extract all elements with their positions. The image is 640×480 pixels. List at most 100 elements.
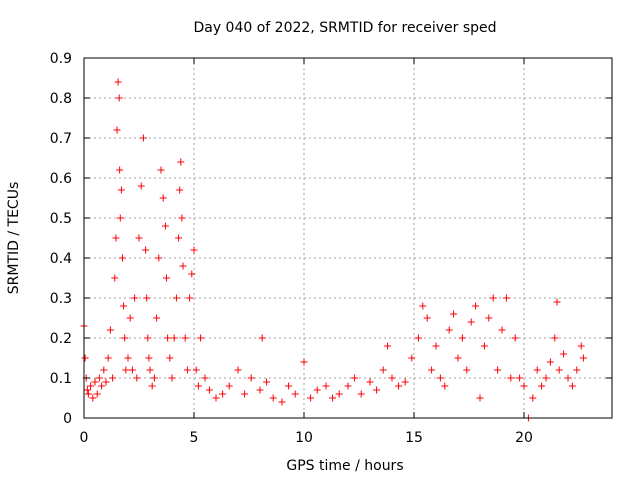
- data-point: [472, 302, 480, 310]
- data-point: [122, 366, 130, 374]
- data-point: [480, 342, 488, 350]
- data-point: [269, 394, 277, 402]
- data-point: [241, 390, 249, 398]
- data-marks: [80, 78, 587, 422]
- x-tick-label: 0: [80, 430, 89, 446]
- data-point: [179, 262, 187, 270]
- y-tick-label: 0.9: [50, 51, 72, 67]
- data-point: [139, 134, 147, 142]
- data-point: [285, 382, 293, 390]
- data-point: [419, 302, 427, 310]
- data-point: [516, 374, 524, 382]
- data-point: [175, 234, 183, 242]
- data-point: [178, 214, 186, 222]
- data-point: [112, 234, 120, 242]
- data-point: [408, 354, 416, 362]
- data-point: [373, 386, 381, 394]
- data-point: [131, 294, 139, 302]
- data-point: [351, 374, 359, 382]
- data-point: [498, 326, 506, 334]
- data-point: [150, 374, 158, 382]
- data-point: [329, 394, 337, 402]
- data-point: [313, 386, 321, 394]
- data-point: [507, 374, 515, 382]
- data-point: [181, 334, 189, 342]
- data-point: [219, 390, 227, 398]
- data-point: [109, 374, 117, 382]
- data-point: [128, 366, 136, 374]
- data-point: [344, 382, 352, 390]
- data-point: [116, 166, 124, 174]
- data-point: [428, 366, 436, 374]
- data-point: [511, 334, 519, 342]
- data-point: [172, 294, 180, 302]
- x-tick-label: 15: [405, 430, 423, 446]
- data-point: [542, 374, 550, 382]
- data-point: [322, 382, 330, 390]
- data-point: [573, 366, 581, 374]
- data-point: [91, 378, 99, 386]
- data-point: [291, 390, 299, 398]
- data-point: [278, 398, 286, 406]
- data-point: [502, 294, 510, 302]
- data-point: [153, 314, 161, 322]
- data-point: [553, 298, 561, 306]
- data-point: [520, 382, 528, 390]
- data-point: [476, 394, 484, 402]
- data-point: [225, 382, 233, 390]
- x-tick-label: 10: [295, 430, 313, 446]
- data-point: [463, 366, 471, 374]
- data-point: [120, 302, 128, 310]
- data-point: [84, 390, 92, 398]
- data-point: [192, 366, 200, 374]
- data-point: [111, 274, 119, 282]
- data-point: [564, 374, 572, 382]
- x-axis-label: GPS time / hours: [286, 458, 403, 474]
- data-point: [423, 314, 431, 322]
- data-point: [164, 334, 172, 342]
- data-point: [183, 366, 191, 374]
- data-point: [126, 314, 134, 322]
- data-point: [143, 294, 151, 302]
- data-point: [177, 158, 185, 166]
- data-point: [205, 386, 213, 394]
- y-tick-label: 0.7: [50, 131, 72, 147]
- x-tick-label: 20: [515, 430, 533, 446]
- data-point: [157, 166, 165, 174]
- data-point: [117, 186, 125, 194]
- data-point: [494, 366, 502, 374]
- y-tick-label: 0.6: [50, 171, 72, 187]
- data-point: [263, 378, 271, 386]
- data-point: [414, 334, 422, 342]
- data-point: [121, 334, 129, 342]
- grid-layer: [84, 58, 612, 418]
- data-point: [95, 374, 103, 382]
- data-point: [401, 378, 409, 386]
- data-point: [300, 358, 308, 366]
- data-point: [307, 394, 315, 402]
- data-point: [450, 310, 458, 318]
- data-point: [166, 354, 174, 362]
- data-point: [568, 382, 576, 390]
- data-point: [197, 334, 205, 342]
- data-point: [357, 390, 365, 398]
- data-point: [93, 390, 101, 398]
- data-point: [102, 378, 110, 386]
- data-point: [144, 334, 152, 342]
- y-tick-label: 0.1: [50, 371, 72, 387]
- data-point: [113, 126, 121, 134]
- y-tick-label: 0.8: [50, 91, 72, 107]
- data-point: [560, 350, 568, 358]
- data-point: [379, 366, 387, 374]
- data-point: [142, 246, 150, 254]
- data-point: [159, 194, 167, 202]
- data-point: [485, 314, 493, 322]
- data-point: [155, 254, 163, 262]
- data-point: [161, 222, 169, 230]
- data-point: [366, 378, 374, 386]
- data-point: [81, 354, 89, 362]
- data-point: [454, 354, 462, 362]
- data-point: [201, 374, 209, 382]
- data-point: [119, 254, 126, 262]
- data-point: [89, 394, 97, 402]
